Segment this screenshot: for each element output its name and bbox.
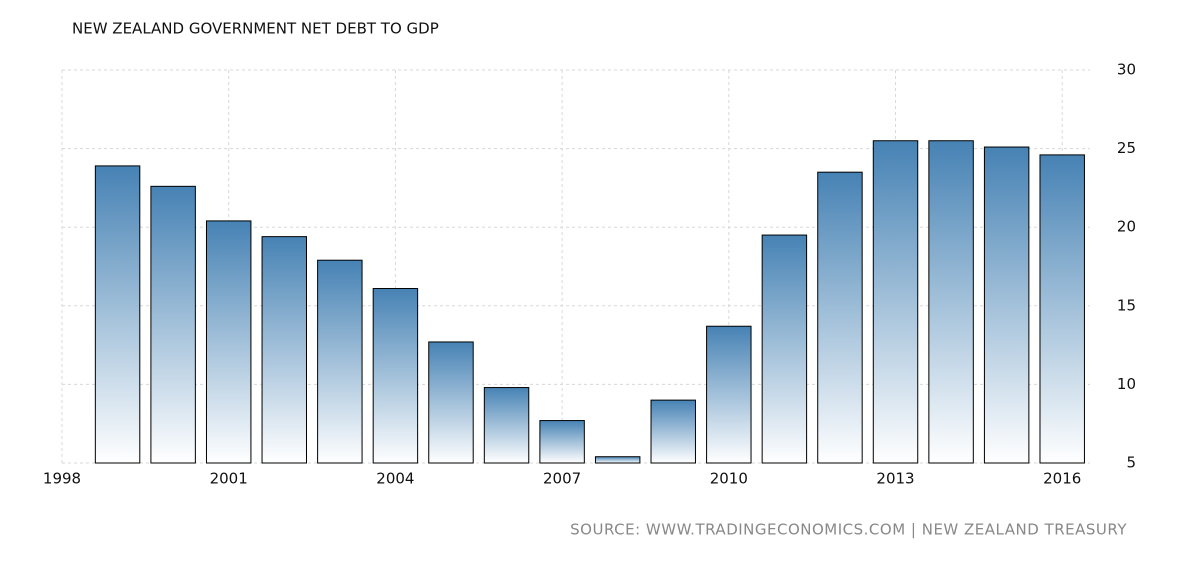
chart-title: NEW ZEALAND GOVERNMENT NET DEBT TO GDP: [72, 20, 439, 38]
x-tick-label: 2010: [710, 470, 748, 488]
bar: [205, 220, 252, 464]
bar: [706, 325, 752, 464]
bar: [1039, 154, 1085, 464]
x-tick-label: 2004: [376, 470, 414, 488]
x-tick-label: 2013: [876, 470, 914, 488]
y-tick-label: 15: [1117, 296, 1136, 314]
x-tick-label: 1998: [43, 470, 81, 488]
bar: [94, 165, 141, 464]
y-tick-label: 5: [1126, 454, 1136, 472]
bar: [150, 185, 196, 464]
x-tick-label: 2016: [1043, 470, 1081, 488]
bar: [261, 236, 307, 464]
x-tick-label: 2007: [543, 470, 581, 488]
y-tick-label: 30: [1117, 61, 1136, 79]
bar: [761, 234, 808, 464]
bar: [372, 288, 419, 464]
bar: [928, 140, 974, 464]
bar: [428, 341, 474, 464]
bar: [594, 456, 641, 464]
bar: [483, 387, 530, 464]
bar: [817, 171, 863, 464]
bar: [650, 399, 696, 464]
bar: [872, 140, 919, 464]
x-tick-label: 2001: [210, 470, 248, 488]
y-tick-label: 25: [1117, 139, 1136, 157]
y-tick-label: 20: [1117, 218, 1136, 236]
source: SOURCE: WWW.TRADINGECONOMICS.COM | NEW Z…: [570, 521, 1127, 539]
bar: [983, 146, 1030, 464]
bar: [539, 420, 585, 464]
y-tick-label: 10: [1117, 375, 1136, 393]
bar: [317, 259, 363, 464]
